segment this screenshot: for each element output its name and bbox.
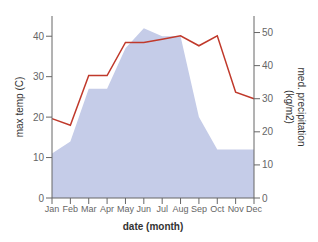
svg-text:50: 50 (262, 27, 274, 38)
svg-text:40: 40 (33, 31, 45, 42)
svg-text:Jul: Jul (156, 204, 168, 214)
svg-text:Nov: Nov (228, 204, 245, 214)
svg-text:med. precipitation(kg/m2): med. precipitation(kg/m2) (285, 68, 308, 147)
svg-text:10: 10 (262, 159, 274, 170)
svg-text:Sep: Sep (191, 204, 207, 214)
svg-text:0: 0 (262, 193, 268, 204)
svg-text:20: 20 (262, 126, 274, 137)
svg-text:Apr: Apr (100, 204, 114, 214)
svg-text:May: May (117, 204, 135, 214)
svg-text:max temp (C): max temp (C) (14, 77, 25, 138)
svg-text:30: 30 (33, 71, 45, 82)
svg-text:Jun: Jun (137, 204, 152, 214)
svg-text:40: 40 (262, 60, 274, 71)
svg-text:date (month): date (month) (123, 221, 184, 232)
svg-text:Feb: Feb (63, 204, 79, 214)
svg-text:Aug: Aug (173, 204, 189, 214)
svg-text:Mar: Mar (81, 204, 97, 214)
svg-text:Oct: Oct (210, 204, 225, 214)
svg-text:0: 0 (38, 193, 44, 204)
svg-text:Dec: Dec (246, 204, 263, 214)
svg-text:10: 10 (33, 152, 45, 163)
svg-text:30: 30 (262, 93, 274, 104)
svg-text:Jan: Jan (45, 204, 60, 214)
svg-text:20: 20 (33, 112, 45, 123)
